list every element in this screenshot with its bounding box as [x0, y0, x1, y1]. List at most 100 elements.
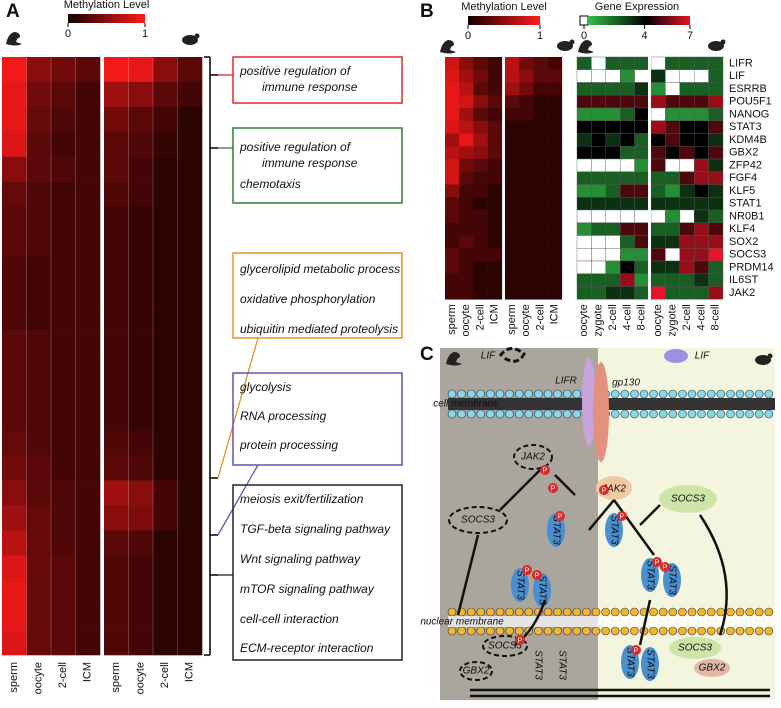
go-term: cell-cell interaction: [240, 612, 339, 626]
lipid-head: [466, 409, 476, 419]
heatmap-cell: [153, 505, 178, 531]
heatmap-cell: [26, 555, 52, 581]
heatmap-cell: [708, 120, 724, 134]
heatmap-cell: [75, 580, 101, 606]
heatmap-cell: [26, 81, 52, 108]
heatmap-cell: [75, 106, 101, 133]
lipid-head: [562, 389, 572, 399]
heatmap-cell: [679, 222, 695, 236]
heatmap-cell: [576, 107, 592, 121]
heatmap-cell: [128, 57, 154, 83]
heatmap-cell: [153, 555, 178, 581]
heatmap-cell: [519, 261, 534, 275]
lipid-head: [591, 607, 601, 617]
heatmap-cell: [505, 171, 520, 185]
heatmap-cell: [51, 380, 76, 407]
heatmap-cell: [51, 156, 76, 182]
lipid-head: [697, 626, 706, 636]
heatmap-cell: [26, 430, 52, 456]
heatmap-cell: [591, 209, 607, 223]
heatmap-cell: [153, 405, 178, 432]
heatmap-cell: [128, 630, 154, 656]
heatmap-cell: [694, 184, 709, 198]
heatmap-cell: [2, 530, 27, 556]
go-term: positive regulation of: [239, 140, 352, 154]
heatmap-cell: [459, 273, 474, 287]
heatmap-cell: [576, 248, 592, 262]
heatmap-cell: [459, 69, 474, 83]
heatmap-cell: [679, 107, 695, 121]
heatmap-cell: [153, 57, 178, 83]
heatmap-cell: [487, 261, 503, 275]
pathway-label: GBX2: [699, 663, 726, 674]
heatmap-cell: [51, 405, 76, 432]
heatmap-cell: [2, 405, 27, 432]
heatmap-cell: [634, 158, 650, 172]
lipid-head: [476, 389, 486, 399]
heatmap-cell: [153, 356, 178, 382]
colorbar: [468, 16, 540, 25]
lipid-head: [630, 409, 639, 419]
jak2-dashed: [513, 444, 553, 470]
heatmap-cell: [153, 530, 178, 556]
heatmap-cell: [665, 184, 681, 198]
phospho-label: P: [663, 564, 668, 571]
heatmap-cell: [650, 286, 666, 300]
lipid-head: [697, 607, 706, 617]
heatmap-cell: [708, 235, 724, 249]
mouse-ear: [194, 33, 200, 39]
heatmap-cell: [177, 580, 203, 606]
lipid-head: [668, 626, 678, 636]
heatmap-cell: [473, 120, 488, 134]
heatmap-cell: [75, 81, 101, 108]
heatmap-cell: [487, 57, 503, 71]
lipid-head: [447, 409, 457, 419]
heatmap-cell: [487, 197, 503, 211]
heatmap-cell: [128, 106, 154, 133]
heatmap-cell: [473, 171, 488, 185]
heatmap-cell: [620, 107, 635, 121]
column-label: 2-cell: [474, 304, 486, 330]
heatmap-cell: [576, 82, 592, 96]
heatmap-cell: [547, 82, 563, 96]
go-term: positive regulation of: [239, 64, 352, 78]
lipid-head: [524, 409, 534, 419]
heatmap-cell: [634, 184, 650, 198]
mouse-ear: [720, 39, 726, 45]
heatmap-cell: [459, 261, 474, 275]
go-term: ECM-receptor interaction: [240, 641, 374, 655]
heatmap-cell: [519, 82, 534, 96]
pathway-label: SOCS3: [461, 515, 495, 526]
heatmap-cell: [104, 505, 129, 531]
lipid-head: [658, 607, 668, 617]
go-term: glycerolipid metabolic process: [240, 262, 400, 276]
panel-label: B: [420, 1, 434, 22]
phospho-label: P: [551, 485, 556, 492]
heatmap-cell: [505, 184, 520, 198]
heatmap-cell: [75, 455, 101, 481]
heatmap-cell: [533, 108, 548, 122]
column-label: 2-cell: [534, 304, 546, 330]
membrane-core: [448, 398, 775, 410]
heatmap-cell: [547, 222, 563, 236]
heatmap-cell: [128, 156, 154, 182]
heatmap-cell: [75, 356, 101, 382]
pathway-label: SOCS3: [678, 643, 712, 654]
phospho: [631, 645, 641, 655]
heatmap-cell: [26, 131, 52, 157]
heatmap-cell: [665, 222, 681, 236]
heatmap-cell: [679, 235, 695, 249]
heatmap-cell: [177, 430, 203, 456]
heatmap-cell: [505, 82, 520, 96]
lipid-head: [754, 626, 764, 636]
heatmap-cell: [26, 156, 52, 182]
heatmap-cell: [2, 106, 27, 133]
lipid-head: [630, 389, 639, 399]
heatmap-cell: [650, 184, 666, 198]
heatmap-cell: [679, 95, 695, 109]
heatmap-cell: [153, 106, 178, 133]
stat3-label: STAT3: [608, 515, 619, 545]
heatmap-cell: [177, 331, 203, 357]
heatmap-cell: [104, 405, 129, 432]
heatmap-cell: [591, 260, 607, 274]
